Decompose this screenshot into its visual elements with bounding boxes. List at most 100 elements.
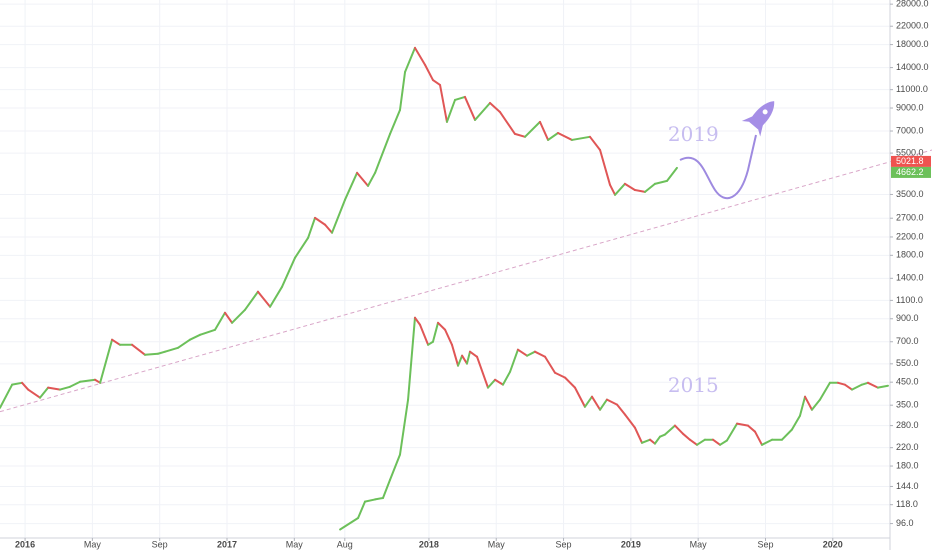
line-segment bbox=[719, 439, 728, 446]
y-tick-label: 2200.0 bbox=[896, 231, 924, 241]
line-segment bbox=[454, 95, 466, 101]
line-segment bbox=[494, 378, 504, 386]
line-segment bbox=[760, 438, 774, 446]
line-segment bbox=[547, 132, 559, 141]
line-segment bbox=[444, 328, 453, 346]
line-segment bbox=[439, 83, 448, 123]
line-segment bbox=[256, 290, 272, 308]
line-segment bbox=[27, 388, 42, 399]
line-segment bbox=[404, 46, 416, 74]
y-tick-label: 700.0 bbox=[896, 336, 919, 346]
line-segment bbox=[649, 438, 656, 445]
y-tick-label: 280.0 bbox=[896, 420, 919, 430]
line-segment bbox=[445, 98, 457, 123]
line-segment bbox=[643, 182, 656, 193]
line-segment bbox=[164, 346, 180, 353]
line-segment bbox=[419, 323, 430, 346]
line-segment bbox=[754, 430, 763, 446]
line-segment bbox=[199, 328, 217, 336]
line-segment bbox=[725, 422, 739, 442]
y-tick-label: 450.0 bbox=[896, 377, 919, 387]
line-segment bbox=[736, 422, 749, 427]
line-segment bbox=[623, 413, 636, 429]
line-segment bbox=[666, 166, 678, 182]
line-segment bbox=[367, 171, 377, 187]
line-segment bbox=[608, 183, 617, 196]
line-segment bbox=[431, 79, 442, 86]
line-segment bbox=[837, 381, 846, 386]
line-segment bbox=[850, 383, 863, 391]
line-segment bbox=[331, 198, 346, 234]
line-segment bbox=[616, 403, 626, 416]
line-segment bbox=[21, 381, 30, 391]
line-segment bbox=[269, 285, 284, 308]
y-tick-label: 9000.0 bbox=[896, 102, 924, 112]
x-tick-label: Sep bbox=[152, 539, 168, 549]
line-segment bbox=[509, 348, 519, 373]
y-tick-label: 118.0 bbox=[896, 499, 918, 509]
y-tick-label: 180.0 bbox=[896, 460, 919, 470]
plot: 2019 2015 bbox=[0, 46, 932, 531]
y-tick-label: 5500.0 bbox=[896, 147, 924, 157]
line-segment bbox=[413, 316, 422, 326]
line-segment bbox=[413, 46, 427, 66]
line-segment bbox=[860, 381, 869, 386]
line-segment bbox=[553, 371, 567, 379]
line-segment bbox=[843, 383, 853, 391]
line-segment bbox=[463, 95, 477, 121]
line-segment bbox=[570, 135, 591, 141]
y-tick-label: 14000.0 bbox=[896, 62, 929, 72]
line-segment bbox=[623, 182, 636, 191]
line-segment bbox=[177, 338, 191, 349]
line-segment bbox=[437, 321, 447, 331]
line-segment bbox=[538, 120, 550, 141]
line-segment bbox=[356, 171, 370, 187]
line-segment bbox=[39, 386, 50, 399]
line-segment bbox=[599, 148, 611, 186]
price-label: 4662.2 bbox=[896, 167, 924, 177]
y-tick-label: 7000.0 bbox=[896, 125, 924, 135]
axes: 2016 May Sep 2017 May Aug 2018 May Sep 2019 May Sep… bbox=[15, 0, 931, 549]
line-segment bbox=[818, 381, 831, 401]
line-segment bbox=[544, 355, 556, 374]
line-segment bbox=[157, 350, 167, 355]
x-tick-label: May bbox=[690, 539, 708, 549]
line-segment bbox=[590, 395, 602, 411]
line-segment bbox=[682, 432, 691, 441]
line-segment bbox=[450, 343, 460, 367]
price-label-box bbox=[891, 155, 931, 167]
line-segment bbox=[711, 438, 722, 446]
line-segment bbox=[524, 120, 541, 138]
line-segment bbox=[498, 110, 516, 135]
line-segment bbox=[810, 398, 821, 411]
line-segment bbox=[780, 428, 793, 441]
y-tick-label: 1400.0 bbox=[896, 273, 924, 283]
line-segment bbox=[468, 350, 479, 358]
line-segment bbox=[605, 398, 619, 406]
line-segment bbox=[293, 236, 310, 259]
y-tick-label: 22000.0 bbox=[896, 21, 929, 31]
annotation: 2015 bbox=[668, 373, 719, 397]
line-segment bbox=[476, 355, 489, 389]
line-segment bbox=[653, 435, 661, 445]
line-segment bbox=[513, 132, 527, 138]
line-segment bbox=[876, 384, 889, 389]
x-tick-label: May bbox=[286, 539, 304, 549]
trendline bbox=[0, 149, 932, 413]
line-segment bbox=[398, 71, 407, 111]
line-segment bbox=[111, 338, 121, 346]
line-segment bbox=[866, 381, 879, 389]
line-segment bbox=[11, 381, 24, 386]
y-tick-label: 28000.0 bbox=[896, 0, 929, 9]
x-tick-label: Sep bbox=[556, 539, 572, 549]
line-segment bbox=[69, 380, 82, 388]
line-segment bbox=[533, 350, 547, 358]
y-tick-label: 220.0 bbox=[896, 442, 919, 452]
line-segment bbox=[804, 395, 813, 411]
line-segment bbox=[431, 321, 440, 343]
x-tick-label: 2019 bbox=[621, 539, 641, 549]
line-segment bbox=[798, 395, 807, 417]
line-segment bbox=[99, 338, 114, 384]
line-segment bbox=[407, 316, 416, 401]
line-segment bbox=[664, 424, 676, 436]
